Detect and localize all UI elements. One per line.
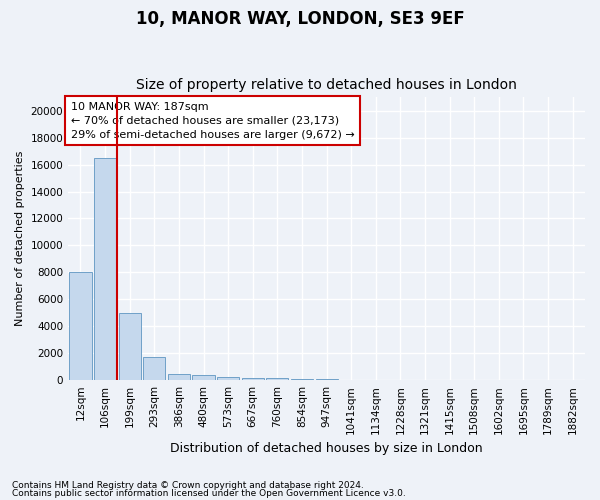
Text: Contains public sector information licensed under the Open Government Licence v3: Contains public sector information licen… xyxy=(12,488,406,498)
Bar xyxy=(143,357,166,380)
X-axis label: Distribution of detached houses by size in London: Distribution of detached houses by size … xyxy=(170,442,483,455)
Bar xyxy=(242,378,264,380)
Y-axis label: Number of detached properties: Number of detached properties xyxy=(15,151,25,326)
Text: Contains HM Land Registry data © Crown copyright and database right 2024.: Contains HM Land Registry data © Crown c… xyxy=(12,481,364,490)
Bar xyxy=(266,378,289,380)
Text: 10, MANOR WAY, LONDON, SE3 9EF: 10, MANOR WAY, LONDON, SE3 9EF xyxy=(136,10,464,28)
Bar xyxy=(217,378,239,380)
Bar xyxy=(70,272,92,380)
Bar xyxy=(119,312,141,380)
Bar xyxy=(291,378,313,380)
Bar xyxy=(94,158,116,380)
Text: 10 MANOR WAY: 187sqm
← 70% of detached houses are smaller (23,173)
29% of semi-d: 10 MANOR WAY: 187sqm ← 70% of detached h… xyxy=(71,102,355,140)
Bar xyxy=(168,374,190,380)
Bar xyxy=(193,376,215,380)
Title: Size of property relative to detached houses in London: Size of property relative to detached ho… xyxy=(136,78,517,92)
